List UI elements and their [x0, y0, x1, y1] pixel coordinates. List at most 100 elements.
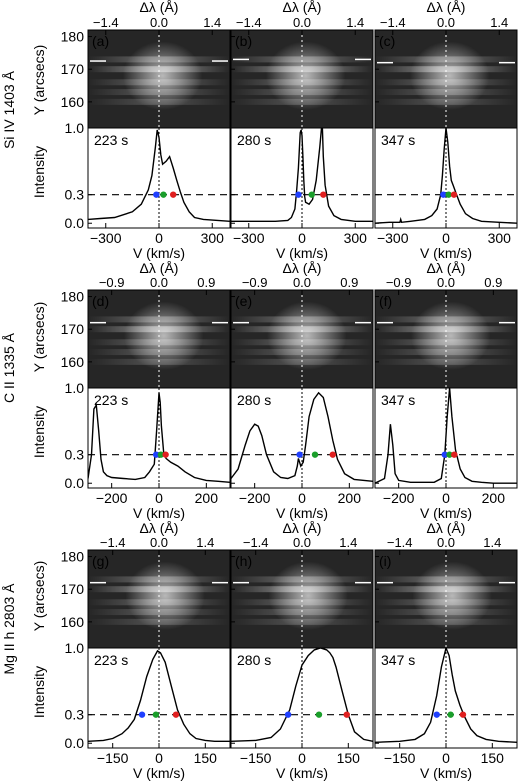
spectrogram-glow-g	[125, 561, 205, 631]
xtick-label-e-0: −200	[239, 490, 271, 506]
spec-ytick-label-a-0: 160	[61, 94, 85, 110]
panel-letter-i: (i)	[379, 553, 391, 569]
top-xlabel-b: Δλ (Å)	[283, 0, 322, 15]
xtick-label-h-1: 0	[298, 750, 306, 766]
xtick-label-g-2: 150	[194, 750, 218, 766]
top-tick-label-g-0: −1.4	[100, 535, 126, 550]
xtick-label-b-1: 0	[298, 230, 306, 246]
top-xlabel-e: Δλ (Å)	[283, 260, 322, 276]
top-tick-label-i-2: 1.4	[483, 535, 501, 550]
int-ytick-label-d-1: 0.3	[65, 447, 85, 463]
xtick-label-a-0: −300	[90, 230, 122, 246]
panel-letter-f: (f)	[379, 293, 392, 309]
xtick-label-f-0: −200	[383, 490, 415, 506]
marker-point-g-0	[138, 711, 146, 718]
xtick-label-a-1: 0	[155, 230, 163, 246]
top-xlabel-a: Δλ (Å)	[140, 0, 179, 15]
marker-point-h-2	[343, 711, 350, 718]
top-xlabel-h: Δλ (Å)	[283, 520, 322, 536]
spectrogram-glow-b	[265, 41, 346, 111]
spec-ytick-label-d-2: 180	[61, 289, 85, 305]
time-label-e: 280 s	[237, 392, 271, 408]
xlabel-g: V (km/s)	[133, 765, 185, 781]
top-tick-label-d-2: 0.9	[197, 275, 215, 290]
xtick-label-g-0: −150	[97, 750, 129, 766]
xlabel-a: V (km/s)	[133, 245, 185, 261]
xlabel-h: V (km/s)	[276, 765, 328, 781]
xtick-label-i-0: −150	[384, 750, 416, 766]
top-tick-label-b-2: 1.4	[346, 15, 364, 30]
top-tick-label-d-0: −0.9	[99, 275, 125, 290]
int-ytick-label-g-2: 1.0	[65, 640, 85, 656]
spectrogram-glow-a	[122, 41, 203, 111]
time-label-f: 347 s	[381, 392, 415, 408]
time-label-a: 223 s	[94, 132, 128, 148]
xtick-label-g-1: 0	[155, 750, 163, 766]
line-profile-f	[375, 388, 517, 484]
xlabel-f: V (km/s)	[420, 505, 472, 521]
xtick-label-f-2: 200	[482, 490, 506, 506]
row-label-si-iv: Si IV 1403 Å	[1, 70, 17, 148]
panels: (a) −1.4 0.0 1.4 160 170 180 223 s 0.0 0.3 1.0 −300…	[61, 15, 518, 766]
int-ytick-label-g-1: 0.3	[65, 707, 85, 723]
top-tick-label-a-1: 0.0	[150, 15, 168, 30]
marker-point-e-1	[311, 451, 319, 458]
marker-point-b-0	[295, 191, 302, 198]
panel-letter-a: (a)	[92, 33, 109, 49]
spectrogram-glow-e	[266, 301, 347, 371]
marker-point-c-0	[440, 191, 447, 198]
spec-ytick-label-d-1: 170	[61, 321, 85, 337]
time-label-b: 280 s	[237, 132, 271, 148]
spec-ytick-label-a-1: 170	[61, 61, 85, 77]
xlabel-d: V (km/s)	[133, 505, 185, 521]
xtick-label-h-2: 150	[337, 750, 361, 766]
spec-ytick-label-g-2: 180	[61, 549, 85, 565]
xtick-label-c-2: 300	[488, 230, 512, 246]
xtick-label-b-0: −300	[233, 230, 265, 246]
line-profile-i	[375, 648, 517, 743]
marker-point-g-2	[172, 711, 180, 718]
int-ytick-label-d-2: 1.0	[65, 380, 85, 396]
xtick-label-c-0: −300	[377, 230, 409, 246]
xtick-label-c-1: 0	[442, 230, 450, 246]
marker-point-c-2	[450, 191, 458, 198]
panel-letter-e: (e)	[235, 293, 252, 309]
int-ytick-label-d-0: 0.0	[65, 475, 85, 491]
marker-point-i-0	[433, 711, 440, 718]
top-tick-label-b-0: −1.4	[236, 15, 262, 30]
xtick-label-f-1: 0	[442, 490, 450, 506]
line-profile-c	[375, 128, 517, 224]
top-tick-label-g-2: 1.4	[196, 535, 214, 550]
int-ytick-label-a-1: 0.3	[65, 187, 85, 203]
xlabel-c: V (km/s)	[420, 245, 472, 261]
spec-ytick-label-d-0: 160	[61, 354, 85, 370]
xtick-label-b-2: 300	[344, 230, 368, 246]
top-tick-label-c-1: 0.0	[437, 15, 455, 30]
marker-point-i-1	[447, 711, 454, 718]
top-xlabel-i: Δλ (Å)	[427, 520, 466, 536]
marker-point-h-0	[284, 711, 292, 718]
spec-ytick-label-a-2: 180	[61, 29, 85, 45]
top-xlabel-c: Δλ (Å)	[427, 0, 466, 15]
int-ytick-label-a-2: 1.0	[65, 120, 85, 136]
line-profile-a	[88, 129, 230, 222]
top-xlabel-f: Δλ (Å)	[427, 260, 466, 276]
top-tick-label-a-2: 1.4	[203, 15, 221, 30]
top-tick-label-h-1: 0.0	[293, 535, 311, 550]
line-profile-b	[231, 128, 373, 222]
xtick-label-e-2: 200	[338, 490, 362, 506]
top-tick-label-i-0: −1.4	[387, 535, 413, 550]
xtick-label-d-0: −200	[96, 490, 128, 506]
int-ytick-label-g-0: 0.0	[65, 735, 85, 751]
marker-point-a-0	[153, 191, 160, 198]
top-tick-label-i-1: 0.0	[437, 535, 455, 550]
top-tick-label-b-1: 0.0	[293, 15, 311, 30]
xtick-label-i-2: 150	[481, 750, 505, 766]
top-tick-label-h-2: 1.4	[339, 535, 357, 550]
spectrogram-glow-c	[409, 41, 490, 111]
marker-point-g-1	[152, 711, 160, 718]
line-profile-d	[88, 392, 230, 483]
marker-point-d-2	[162, 451, 169, 458]
top-tick-label-e-1: 0.0	[293, 275, 311, 290]
